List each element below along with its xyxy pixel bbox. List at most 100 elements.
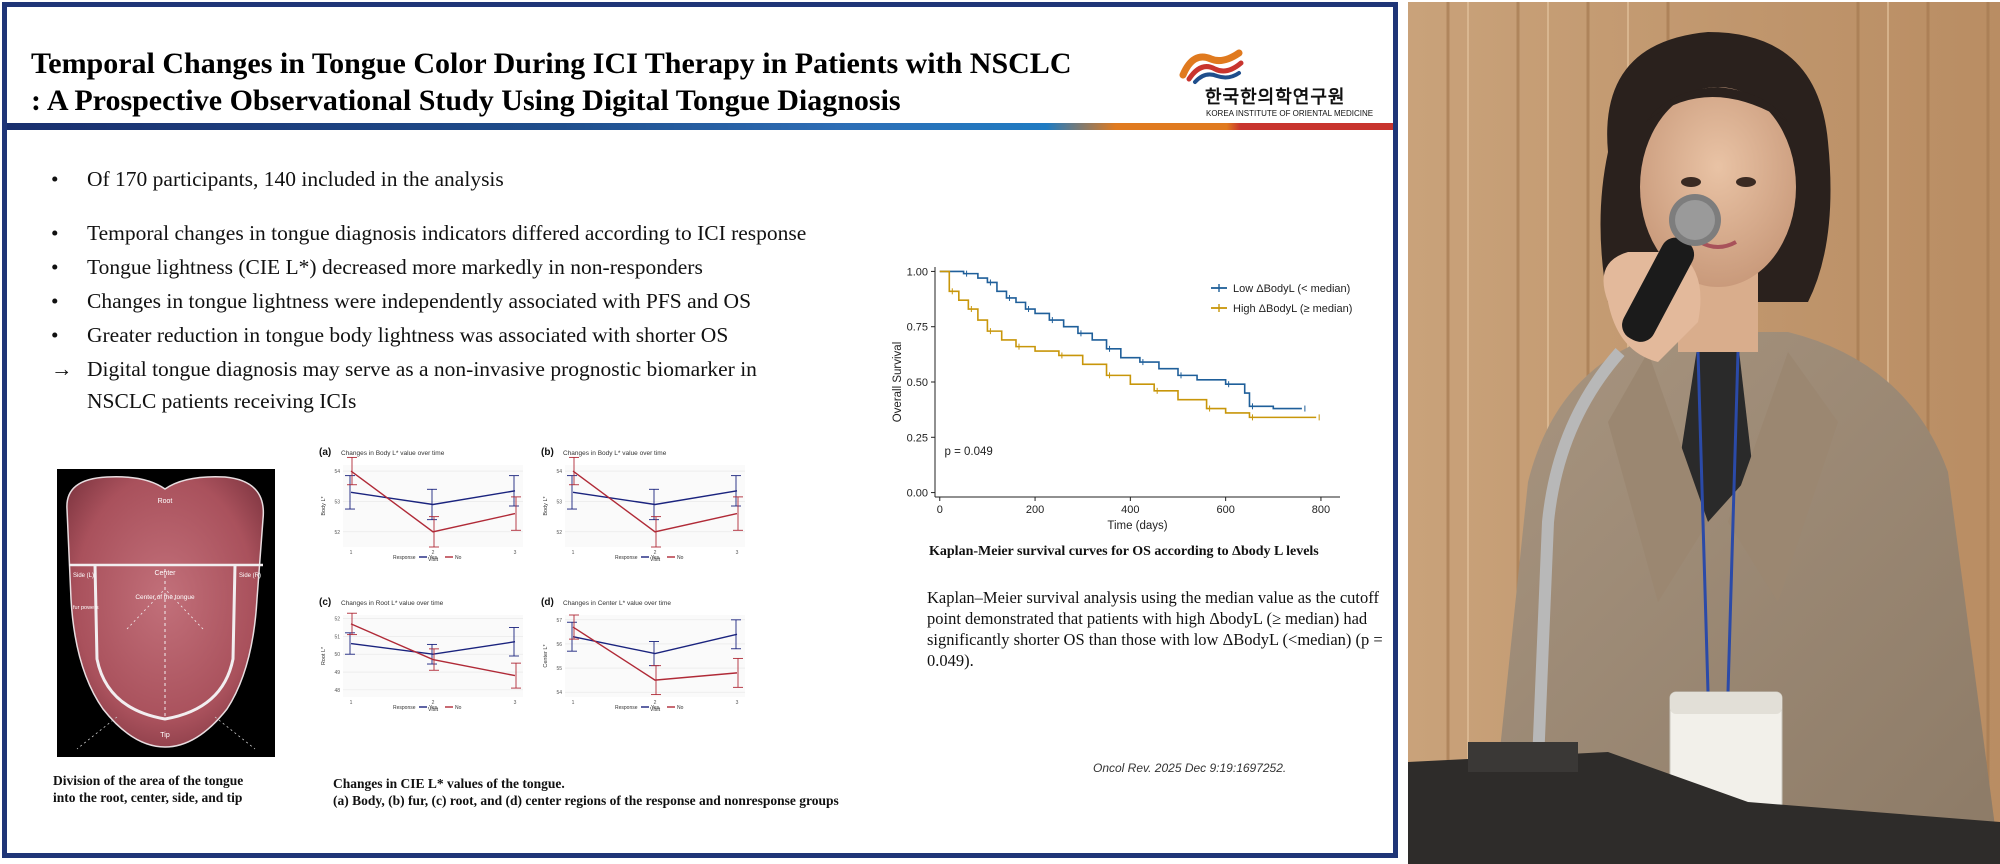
km-y-tick: 0.75 (907, 322, 928, 334)
panel-series-line-yes (350, 641, 516, 655)
bullet-marker: • (51, 221, 59, 245)
tongue-label-root: Root (158, 498, 173, 505)
panel-x-label: Visit (650, 707, 661, 713)
panel-legend-label: Yes (651, 705, 660, 711)
tongue-label-side-left: Side (L) (73, 573, 94, 579)
speaker-photo-drawing (1408, 2, 2000, 864)
panel-a: (a) Changes in Body L* value over time 52 5… (319, 447, 523, 563)
logo-english-text: KOREA INSTITUTE OF ORIENTAL MEDICINE (1206, 109, 1374, 118)
panel-letter: (b) (541, 447, 554, 458)
panel-c: (c) Changes in Root L* value over time 48 4… (319, 597, 523, 713)
panel-x-tick: 1 (572, 700, 575, 706)
km-y-label: Overall Survival (892, 342, 904, 423)
speaker-photo (1408, 2, 2000, 864)
panel-legend-label: Yes (429, 555, 438, 561)
bullet-text: Digital tongue diagnosis may serve as a … (87, 357, 757, 381)
panel-title: Changes in Body L* value over time (563, 450, 667, 457)
panel-y-label: Center L* (543, 644, 549, 668)
panel-title: Changes in Root L* value over time (341, 600, 444, 607)
km-y-tick: 1.00 (907, 266, 928, 278)
bullet-text: Greater reduction in tongue body lightne… (87, 323, 729, 347)
panel-y-tick: 53 (334, 499, 340, 505)
km-y-tick: 0.25 (907, 432, 928, 444)
logo-korean-text: 한국한의학연구원 (1205, 87, 1346, 108)
title-divider (7, 123, 1393, 130)
tongue-diagram: Root Center Side (L) Side (R) Center of … (57, 469, 275, 757)
bullet-text: Temporal changes in tongue diagnosis ind… (87, 221, 807, 245)
panel-d: (d) Changes in Center L* value over time 5… (541, 597, 745, 713)
title-line-1: Temporal Changes in Tongue Color During … (31, 47, 1072, 80)
panel-title: Changes in Center L* value over time (563, 600, 671, 607)
panel-legend-title: Response (615, 555, 638, 561)
km-x-tick: 400 (1121, 504, 1139, 516)
km-y-tick: 0.00 (907, 488, 928, 500)
panel-legend-title: Response (393, 705, 416, 711)
panel-x-label: Visit (428, 557, 439, 563)
km-curve-high (939, 270, 1317, 419)
panel-x-tick: 3 (514, 700, 517, 706)
panel-x-tick: 2 (654, 700, 657, 706)
km-x-label: Time (days) (1107, 520, 1167, 532)
panel-title: Changes in Body L* value over time (341, 450, 445, 457)
panel-plot-area (343, 615, 523, 697)
panel-series-line-no (350, 470, 516, 533)
km-caption: Kaplan-Meier survival curves for OS acco… (929, 544, 1319, 559)
panel-x-tick: 1 (350, 700, 353, 706)
km-x-tick: 800 (1312, 504, 1330, 516)
km-x-tick: 600 (1216, 504, 1234, 516)
cie-l-panels: (a) Changes in Body L* value over time 52 5… (319, 447, 745, 713)
panel-y-tick: 56 (556, 642, 562, 648)
panel-y-label: Body L* (321, 496, 327, 516)
panel-series-line-no (572, 626, 738, 681)
km-y-tick: 0.50 (907, 377, 928, 389)
panel-series-line-no (350, 623, 516, 677)
reference: Oncol Rev. 2025 Dec 9:19:1697252. (1093, 761, 1287, 775)
bullet-text: NSCLC patients receiving ICIs (87, 389, 357, 413)
panel-y-tick: 51 (334, 634, 340, 640)
panel-y-label: Body L* (543, 496, 549, 516)
panel-x-tick: 2 (432, 700, 435, 706)
panel-plot-area (343, 465, 523, 547)
panel-legend-label: Yes (429, 705, 438, 711)
panel-x-label: Visit (650, 557, 661, 563)
bullet-text: Tongue lightness (CIE L*) decreased more… (87, 255, 703, 279)
tongue-label-fur: fur powers (73, 605, 99, 611)
bullet-marker: • (51, 323, 59, 347)
km-legend-label: High ΔBodyL (≥ median) (1233, 303, 1352, 315)
km-curve-low (939, 270, 1302, 410)
tongue-label-tip: Tip (160, 732, 170, 739)
panel-legend-label: Yes (651, 555, 660, 561)
panels-caption-line-2: (a) Body, (b) fur, (c) root, and (d) cen… (333, 793, 839, 808)
panel-letter: (c) (319, 597, 331, 608)
panel-y-tick: 52 (334, 530, 340, 536)
panel-legend-label: No (677, 705, 684, 711)
panel-y-tick: 54 (556, 469, 562, 475)
panel-x-tick: 1 (350, 550, 353, 556)
panel-legend-title: Response (615, 705, 638, 711)
km-p-value: p = 0.049 (945, 446, 993, 458)
slide-title: Temporal Changes in Tongue Color During … (31, 45, 1071, 119)
panel-y-tick: 54 (334, 469, 340, 475)
panel-x-tick: 2 (654, 550, 657, 556)
panel-y-tick: 52 (556, 530, 562, 536)
bullet-text: Changes in tongue lightness were indepen… (87, 289, 752, 313)
panel-x-tick: 3 (736, 550, 739, 556)
panel-y-tick: 53 (556, 499, 562, 505)
bullet-marker: • (51, 167, 59, 191)
panel-series-line-yes (572, 633, 738, 655)
tongue-label-center: Center (154, 570, 176, 577)
panel-letter: (a) (319, 447, 331, 458)
panel-series-line-yes (350, 490, 516, 506)
panel-legend-label: No (677, 555, 684, 561)
panel-legend-label: No (455, 555, 462, 561)
panels-caption: Changes in CIE L* values of the tongue. … (333, 775, 839, 809)
panel-y-tick: 52 (334, 617, 340, 623)
panel-y-tick: 48 (334, 688, 340, 694)
panel-y-tick: 49 (334, 670, 340, 676)
panel-series-line-no (572, 470, 738, 533)
panel-b: (b) Changes in Body L* value over time 52 5… (541, 447, 745, 563)
tongue-caption: Division of the area of the tongue into … (53, 772, 243, 806)
panel-y-tick: 57 (556, 618, 562, 624)
panel-plot-area (565, 465, 745, 547)
panel-y-label: Root L* (321, 646, 327, 665)
